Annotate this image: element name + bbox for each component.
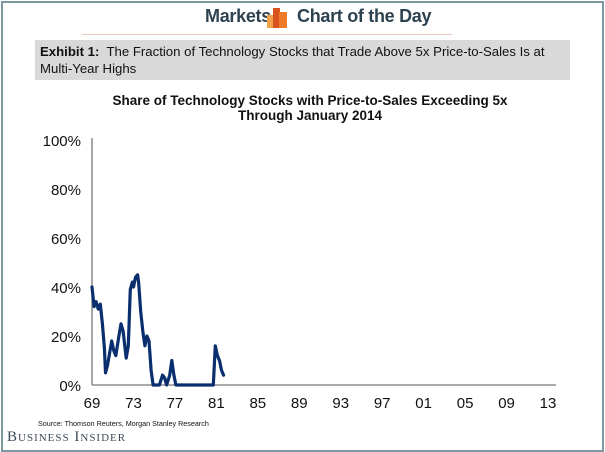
chart-title: Share of Technology Stocks with Price-to… bbox=[100, 93, 520, 123]
business-insider-logo: Business Insider bbox=[7, 429, 127, 445]
x-tick-label: 81 bbox=[208, 395, 225, 412]
exhibit-caption: Exhibit 1: The Fraction of Technology St… bbox=[40, 43, 565, 77]
x-tick-label: 85 bbox=[249, 395, 266, 412]
header: Markets Chart of the Day bbox=[0, 0, 605, 34]
header-divider bbox=[82, 34, 452, 35]
y-tick-label: 60% bbox=[51, 231, 81, 248]
chart-title-line: Share of Technology Stocks with Price-to… bbox=[112, 93, 508, 108]
x-tick-label: 73 bbox=[125, 395, 142, 412]
bar-chart-icon bbox=[267, 8, 287, 28]
y-tick-label: 80% bbox=[51, 182, 81, 199]
x-tick-label: 01 bbox=[415, 395, 432, 412]
x-tick-label: 97 bbox=[374, 395, 391, 412]
x-tick-label: 09 bbox=[498, 395, 515, 412]
x-tick-label: 93 bbox=[332, 395, 349, 412]
x-tick-label: 13 bbox=[540, 395, 557, 412]
y-tick-label: 20% bbox=[51, 329, 81, 346]
series-line bbox=[90, 273, 226, 387]
x-tick-label: 05 bbox=[457, 395, 474, 412]
chart-of-the-day-label: Chart of the Day bbox=[297, 6, 432, 26]
chart-subtitle: Through January 2014 bbox=[237, 108, 383, 123]
x-tick-label: 77 bbox=[167, 395, 184, 412]
exhibit-caption-box: Exhibit 1: The Fraction of Technology St… bbox=[35, 40, 570, 80]
source-note: Source: Thomson Reuters, Morgan Stanley … bbox=[38, 419, 209, 428]
exhibit-text: The Fraction of Technology Stocks that T… bbox=[40, 44, 545, 76]
x-tick-label: 69 bbox=[84, 395, 101, 412]
y-tick-label: 100% bbox=[43, 133, 81, 150]
y-tick-label: 0% bbox=[59, 378, 81, 395]
markets-label: Markets bbox=[205, 6, 271, 26]
exhibit-label: Exhibit 1: bbox=[40, 44, 100, 59]
y-tick-label: 40% bbox=[51, 280, 81, 297]
x-tick-label: 89 bbox=[291, 395, 308, 412]
